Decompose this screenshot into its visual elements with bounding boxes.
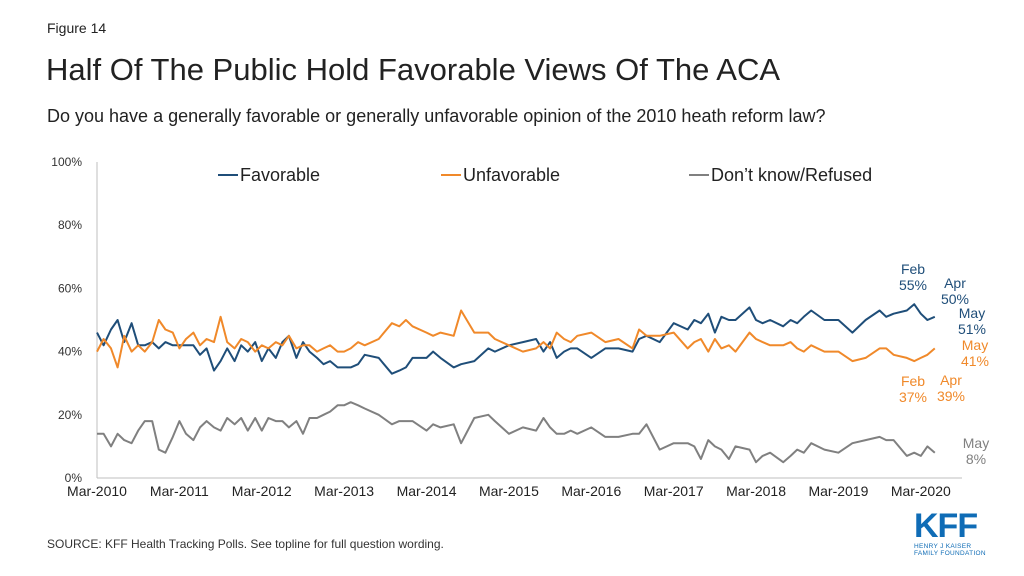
data-label: May 8% (963, 435, 989, 467)
data-label: Feb 37% (899, 373, 927, 405)
y-tick-label: 40% (58, 345, 82, 359)
x-tick-label: Mar-2014 (397, 483, 457, 499)
y-tick-label: 100% (51, 155, 82, 169)
x-tick-label: Mar-2012 (232, 483, 292, 499)
legend-label: Favorable (240, 165, 320, 185)
chart-subtitle: Do you have a generally favorable or gen… (47, 106, 826, 126)
chart-series-lines (96, 303, 936, 464)
y-tick-label: 0% (65, 471, 83, 485)
source-note: SOURCE: KFF Health Tracking Polls. See t… (47, 537, 444, 551)
figure-label: Figure 14 (47, 20, 107, 36)
chart-axes: 0% 20% 40% 60% 80% 100% Mar-2010 Mar-2011 Mar-20… (51, 155, 962, 499)
data-label: Apr 39% (937, 372, 965, 404)
data-label: May 51% (958, 305, 986, 337)
y-tick-label: 80% (58, 218, 82, 232)
y-tick-label: 20% (58, 408, 82, 422)
data-label: May 41% (961, 337, 989, 369)
x-tick-label: Mar-2010 (67, 483, 127, 499)
data-label: Apr 50% (941, 275, 969, 307)
kff-logo-text: KFF (914, 507, 978, 545)
kff-logo-line1: HENRY J KAISER (914, 543, 972, 550)
legend-label: Unfavorable (463, 165, 560, 185)
x-tick-label: Mar-2015 (479, 483, 539, 499)
chart-title: Half Of The Public Hold Favorable Views … (46, 52, 781, 87)
series-line (97, 401, 936, 464)
x-tick-label: Mar-2020 (891, 483, 951, 499)
data-label: Feb 55% (899, 261, 927, 293)
chart-annotations: Feb 55% Apr 50%May 51%May 41% Apr 39% Feb 37% May 8… (899, 261, 989, 467)
x-tick-label: Mar-2018 (726, 483, 786, 499)
series-line (96, 303, 936, 375)
kff-logo: KFF HENRY J KAISER FAMILY FOUNDATION (914, 509, 994, 557)
chart-legend: Favorable Unfavorable Don’t know/Refused (218, 165, 872, 185)
kff-logo-line2: FAMILY FOUNDATION (914, 550, 986, 557)
x-tick-label: Mar-2019 (808, 483, 868, 499)
x-tick-label: Mar-2016 (561, 483, 621, 499)
x-tick-label: Mar-2013 (314, 483, 374, 499)
x-tick-label: Mar-2011 (150, 483, 209, 499)
series-line (96, 309, 936, 369)
y-tick-label: 60% (58, 281, 82, 295)
x-tick-label: Mar-2017 (644, 483, 704, 499)
legend-label: Don’t know/Refused (711, 165, 872, 185)
